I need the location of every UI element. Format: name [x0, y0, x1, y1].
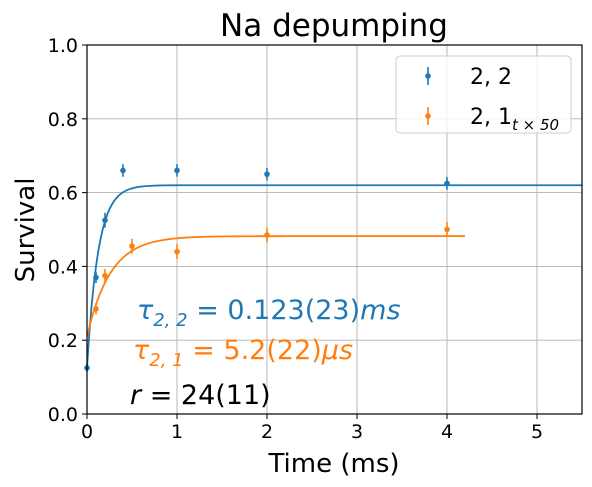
legend-label: 2, 2 [470, 65, 512, 90]
y-tick-label: 0.2 [48, 330, 78, 352]
plot-frame [86, 44, 583, 415]
y-axis-ticks: 0.0 0.2 0.4 0.6 0.8 1.0 [48, 35, 87, 426]
y-tick-label: 1.0 [48, 35, 78, 57]
data-point [174, 167, 180, 174]
data-points [84, 164, 450, 372]
tau-22-annotation: τ2, 2 = 0.123(23)ms [137, 295, 401, 331]
data-point [444, 180, 450, 187]
data-point [264, 171, 270, 177]
y-axis-label: Survival [11, 178, 41, 283]
data-point [129, 243, 135, 249]
x-tick-label: 4 [441, 421, 453, 443]
fit-curve-1 [86, 184, 582, 368]
legend-marker [425, 113, 431, 119]
fit-curve-2 [86, 235, 465, 337]
data-point [120, 167, 126, 174]
data-point [264, 232, 270, 238]
r-annotation: r = 24(11) [130, 380, 271, 411]
data-point [102, 272, 108, 279]
legend-marker [425, 73, 431, 79]
annotations: τ2, 2 = 0.123(23)ms τ2, 1 = 5.2(22)μs r … [130, 295, 401, 411]
x-tick-label: 2 [261, 421, 273, 443]
tau-21-annotation: τ2, 1 = 5.2(22)μs [133, 335, 353, 371]
y-tick-label: 0.8 [48, 109, 78, 131]
y-tick-label: 0.0 [48, 404, 78, 426]
x-tick-label: 0 [81, 421, 93, 443]
legend-box [395, 55, 572, 134]
legend-label: 2, 1t × 50 [470, 105, 559, 134]
data-point [93, 274, 99, 281]
data-point [444, 226, 450, 233]
data-point [102, 217, 108, 224]
legend: 2, 2 2, 1t × 50 [395, 55, 572, 134]
x-tick-label: 3 [351, 421, 363, 443]
data-point [93, 306, 99, 312]
y-tick-label: 0.6 [48, 183, 78, 205]
y-tick-label: 0.4 [48, 256, 78, 278]
x-tick-label: 5 [531, 421, 543, 443]
x-axis-label: Time (ms) [267, 449, 399, 479]
x-axis-ticks: 0 1 2 3 4 5 [81, 414, 543, 443]
fit-curves [86, 184, 582, 368]
x-tick-label: 1 [171, 421, 183, 443]
chart-title: Na depumping [220, 8, 448, 44]
data-point [174, 248, 180, 255]
